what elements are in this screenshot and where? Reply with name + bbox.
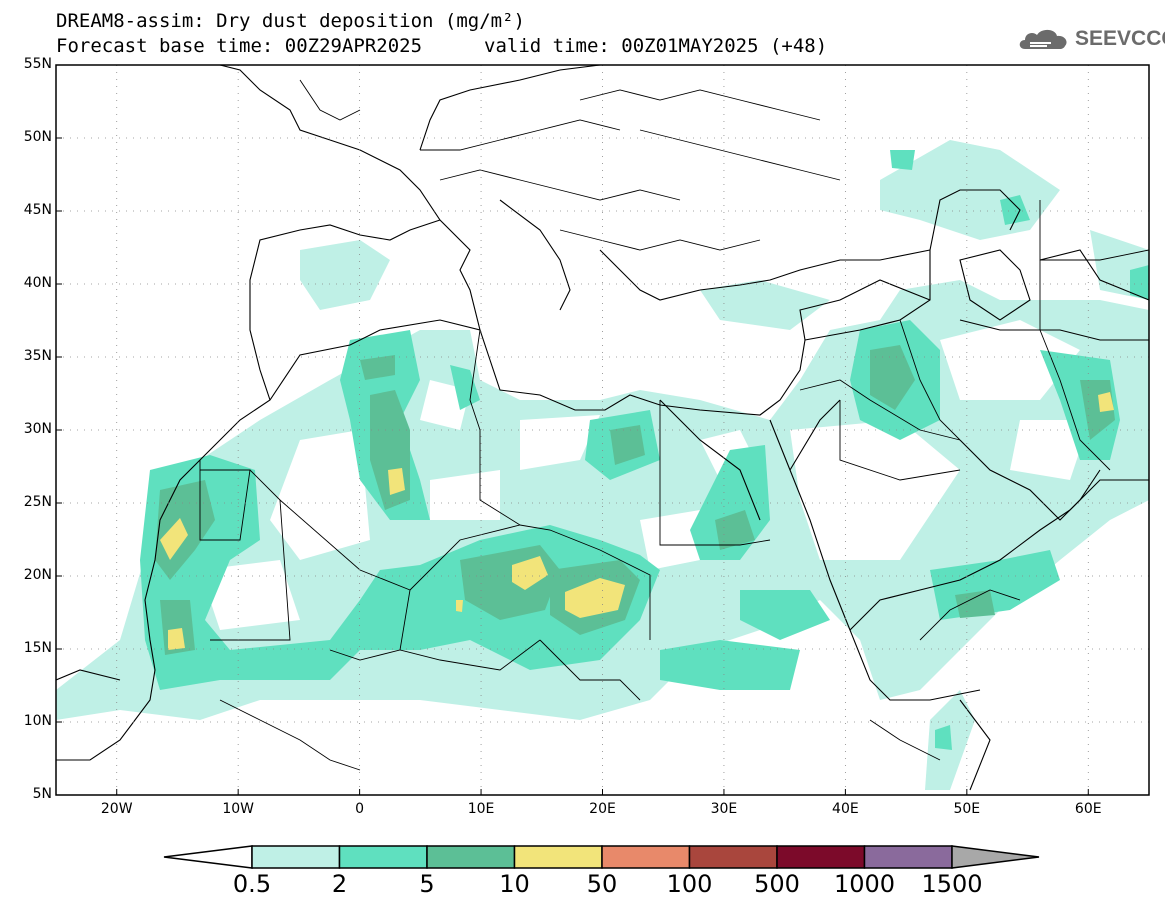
graticule <box>56 65 1149 795</box>
tick-marks <box>56 64 1089 796</box>
lat-tick-label: 40N <box>23 275 52 291</box>
lat-tick-label: 50N <box>23 129 52 145</box>
country-borders <box>199 79 1149 771</box>
lon-tick-label: 50E <box>953 801 981 817</box>
lat-tick-label: 35N <box>23 348 52 364</box>
colorbar-label: 10 <box>499 870 530 898</box>
cloud-icon <box>1019 29 1067 49</box>
lat-tick-label: 10N <box>23 713 52 729</box>
lat-tick-label: 45N <box>23 202 52 218</box>
lon-tick-label: 20W <box>100 801 133 817</box>
dust-level-10-50 <box>160 392 1114 650</box>
lon-tick-label: 0 <box>355 801 365 817</box>
logo-text: SEEVCCC <box>1075 27 1165 50</box>
lon-tick-label: 40E <box>832 801 859 817</box>
colorbar-label: 5 <box>419 870 435 898</box>
lon-tick-label: 10E <box>467 801 495 817</box>
lon-tick-label: 10W <box>222 801 254 817</box>
lat-tick-label: 20N <box>23 567 52 583</box>
lon-tick-label: 30E <box>710 801 738 817</box>
seevccc-logo: SEEVCCC <box>1017 27 1165 51</box>
lat-tick-label: 30N <box>23 421 52 437</box>
map-title: DREAM8-assim: Dry dust deposition (mg/m²… <box>56 10 525 32</box>
lat-tick-label: 25N <box>23 494 52 510</box>
colorbar-label: 1000 <box>833 870 896 898</box>
colorbar-label: 1500 <box>921 870 983 898</box>
colorbar-label: 2 <box>331 870 348 898</box>
colorbar-label: 500 <box>754 870 800 898</box>
lat-tick-label: 55N <box>23 56 52 72</box>
lat-tick-label: 15N <box>23 640 52 656</box>
colorbar-label: 50 <box>586 870 618 898</box>
lon-tick-label: 20E <box>589 801 616 817</box>
lon-tick-label: 60E <box>1074 801 1102 817</box>
dust-clear-areas <box>200 320 1090 630</box>
colorbar-label: 0.5 <box>232 870 272 898</box>
valid-time: valid time: 00Z01MAY2025 (+48) <box>484 35 828 57</box>
forecast-base-time: Forecast base time: 00Z29APR2025 <box>56 35 423 57</box>
lat-tick-label: 5N <box>32 786 52 802</box>
coastlines <box>56 65 1149 791</box>
colorbar-label: 100 <box>666 870 713 898</box>
